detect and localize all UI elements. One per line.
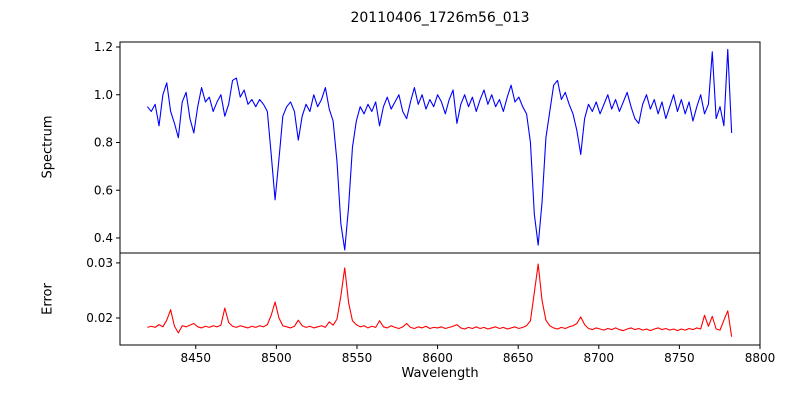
- x-tick-label: 8600: [422, 351, 453, 365]
- y-tick-label: 0.03: [86, 256, 113, 270]
- x-tick-label: 8700: [584, 351, 615, 365]
- error-line: [147, 263, 733, 337]
- x-tick-label: 8500: [261, 351, 292, 365]
- x-tick-label: 8750: [664, 351, 695, 365]
- y-tick-label: 0.6: [94, 183, 113, 197]
- y-tick-label: 0.4: [94, 231, 113, 245]
- error-plot-area: [119, 252, 761, 346]
- y-tick-label: 0.02: [86, 311, 113, 325]
- spectrum-plot-area: [119, 41, 761, 254]
- chart-title: 20110406_1726m56_013: [350, 10, 530, 26]
- x-tick-label: 8800: [745, 351, 776, 365]
- y-tick-label: 1.0: [94, 88, 113, 102]
- wavelength-axis-label: Wavelength: [401, 366, 479, 381]
- y-tick-label: 1.2: [94, 40, 113, 54]
- x-tick-label: 8450: [180, 351, 211, 365]
- x-tick-label: 8550: [342, 351, 373, 365]
- x-tick-label: 8650: [503, 351, 534, 365]
- y-tick-label: 0.8: [94, 136, 113, 150]
- spectrum-line: [146, 48, 733, 251]
